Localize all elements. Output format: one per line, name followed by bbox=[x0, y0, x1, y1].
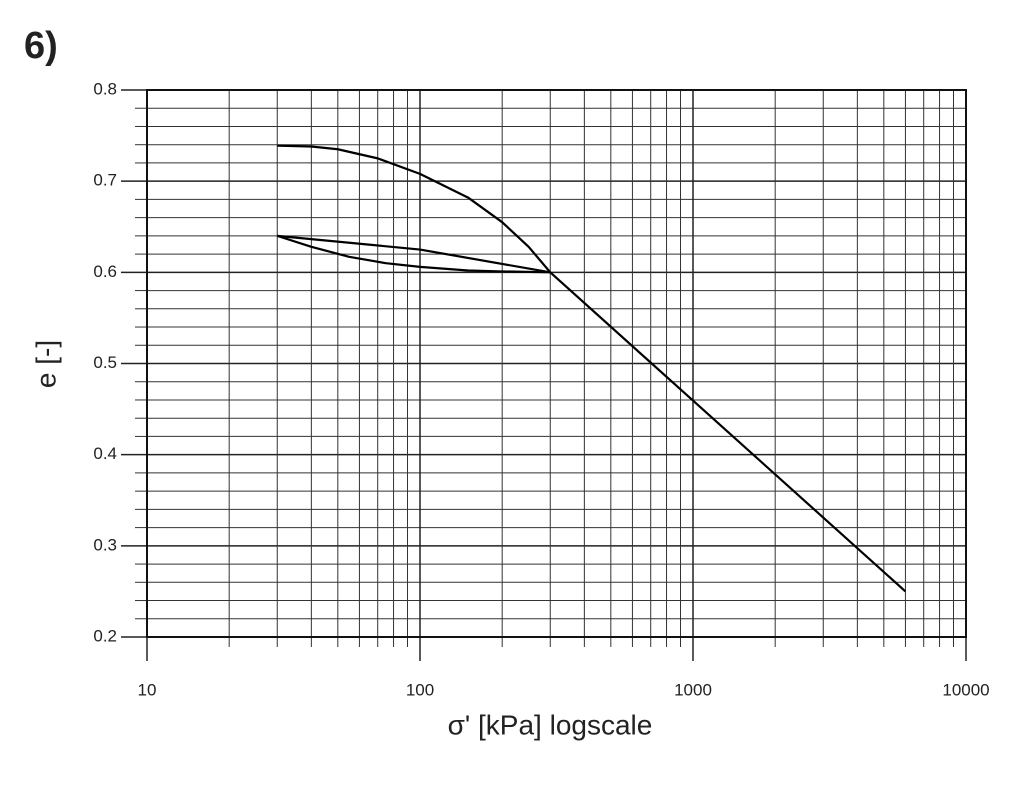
y-tick-label: 0.5 bbox=[93, 353, 117, 372]
y-tick-label: 0.3 bbox=[93, 535, 117, 554]
chart-title: 6) bbox=[24, 25, 58, 67]
y-tick-label: 0.6 bbox=[93, 262, 117, 281]
y-tick-label: 0.2 bbox=[93, 626, 117, 645]
data-line bbox=[277, 144, 907, 593]
x-tick-label: 1000 bbox=[674, 680, 712, 699]
data-line bbox=[276, 234, 551, 274]
x-tick-label: 10 bbox=[138, 680, 157, 699]
y-tick-label: 0.4 bbox=[93, 444, 117, 463]
y-tick-label: 0.8 bbox=[93, 79, 117, 98]
x-tick-label: 10000 bbox=[942, 680, 989, 699]
y-axis-label: e [-] bbox=[30, 340, 61, 388]
x-tick-label: 100 bbox=[406, 680, 434, 699]
y-tick-label: 0.7 bbox=[93, 171, 117, 190]
x-axis-label: σ' [kPa] logscale bbox=[448, 709, 653, 740]
plot-frame bbox=[146, 89, 967, 638]
data-line bbox=[277, 234, 551, 274]
